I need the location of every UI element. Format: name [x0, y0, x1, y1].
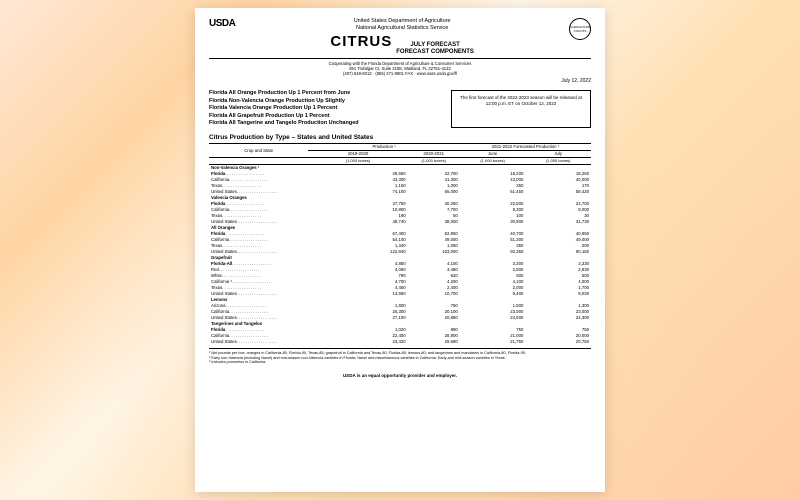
- cooperation: Cooperating with the Florida Department …: [209, 61, 591, 76]
- title: CITRUS: [330, 33, 392, 51]
- footer: USDA is an equal opportunity provider an…: [209, 373, 591, 378]
- headline: Florida All Tangerine and Tangelo Produc…: [209, 120, 359, 127]
- footnote: ³ Includes pummelos in California.: [209, 360, 591, 365]
- headline: Florida Non-Valencia Orange Production U…: [209, 98, 359, 105]
- service-name: National Agricultural Statistics Service: [241, 25, 563, 32]
- headline: Florida All Grapefruit Production Up 1 P…: [209, 113, 359, 120]
- headline: Florida Valencia Orange Production Up 1 …: [209, 105, 359, 112]
- usda-logo: USDA: [209, 18, 235, 29]
- report-date: July 12, 2022: [209, 78, 591, 84]
- header-center: United States Department of Agriculture …: [241, 18, 563, 55]
- footnotes: ¹ Net pounds per box: oranges in Califor…: [209, 348, 591, 366]
- dept-name: United States Department of Agriculture: [241, 18, 563, 25]
- table-row: United States23,42029,69021,75020,750: [209, 339, 591, 345]
- subtitle: JULY FORECASTFORECAST COMPONENTS: [396, 42, 474, 55]
- headline: Florida All Orange Production Up 1 Perce…: [209, 90, 359, 97]
- table-body: Non-Valencia Oranges ²Florida29,65022,70…: [209, 164, 591, 345]
- seal-icon: AGRICULTURE COUNTS: [569, 18, 591, 40]
- header: USDA United States Department of Agricul…: [209, 18, 591, 59]
- notice-box: The first forecast of the 2022-2023 seas…: [451, 90, 591, 127]
- table-title: Citrus Production by Type – States and U…: [209, 134, 591, 141]
- production-table: Crop and StateProduction ¹2021-2022 Fore…: [209, 143, 591, 345]
- document-page: USDA United States Department of Agricul…: [195, 8, 605, 492]
- headlines: Florida All Orange Production Up 1 Perce…: [209, 90, 359, 127]
